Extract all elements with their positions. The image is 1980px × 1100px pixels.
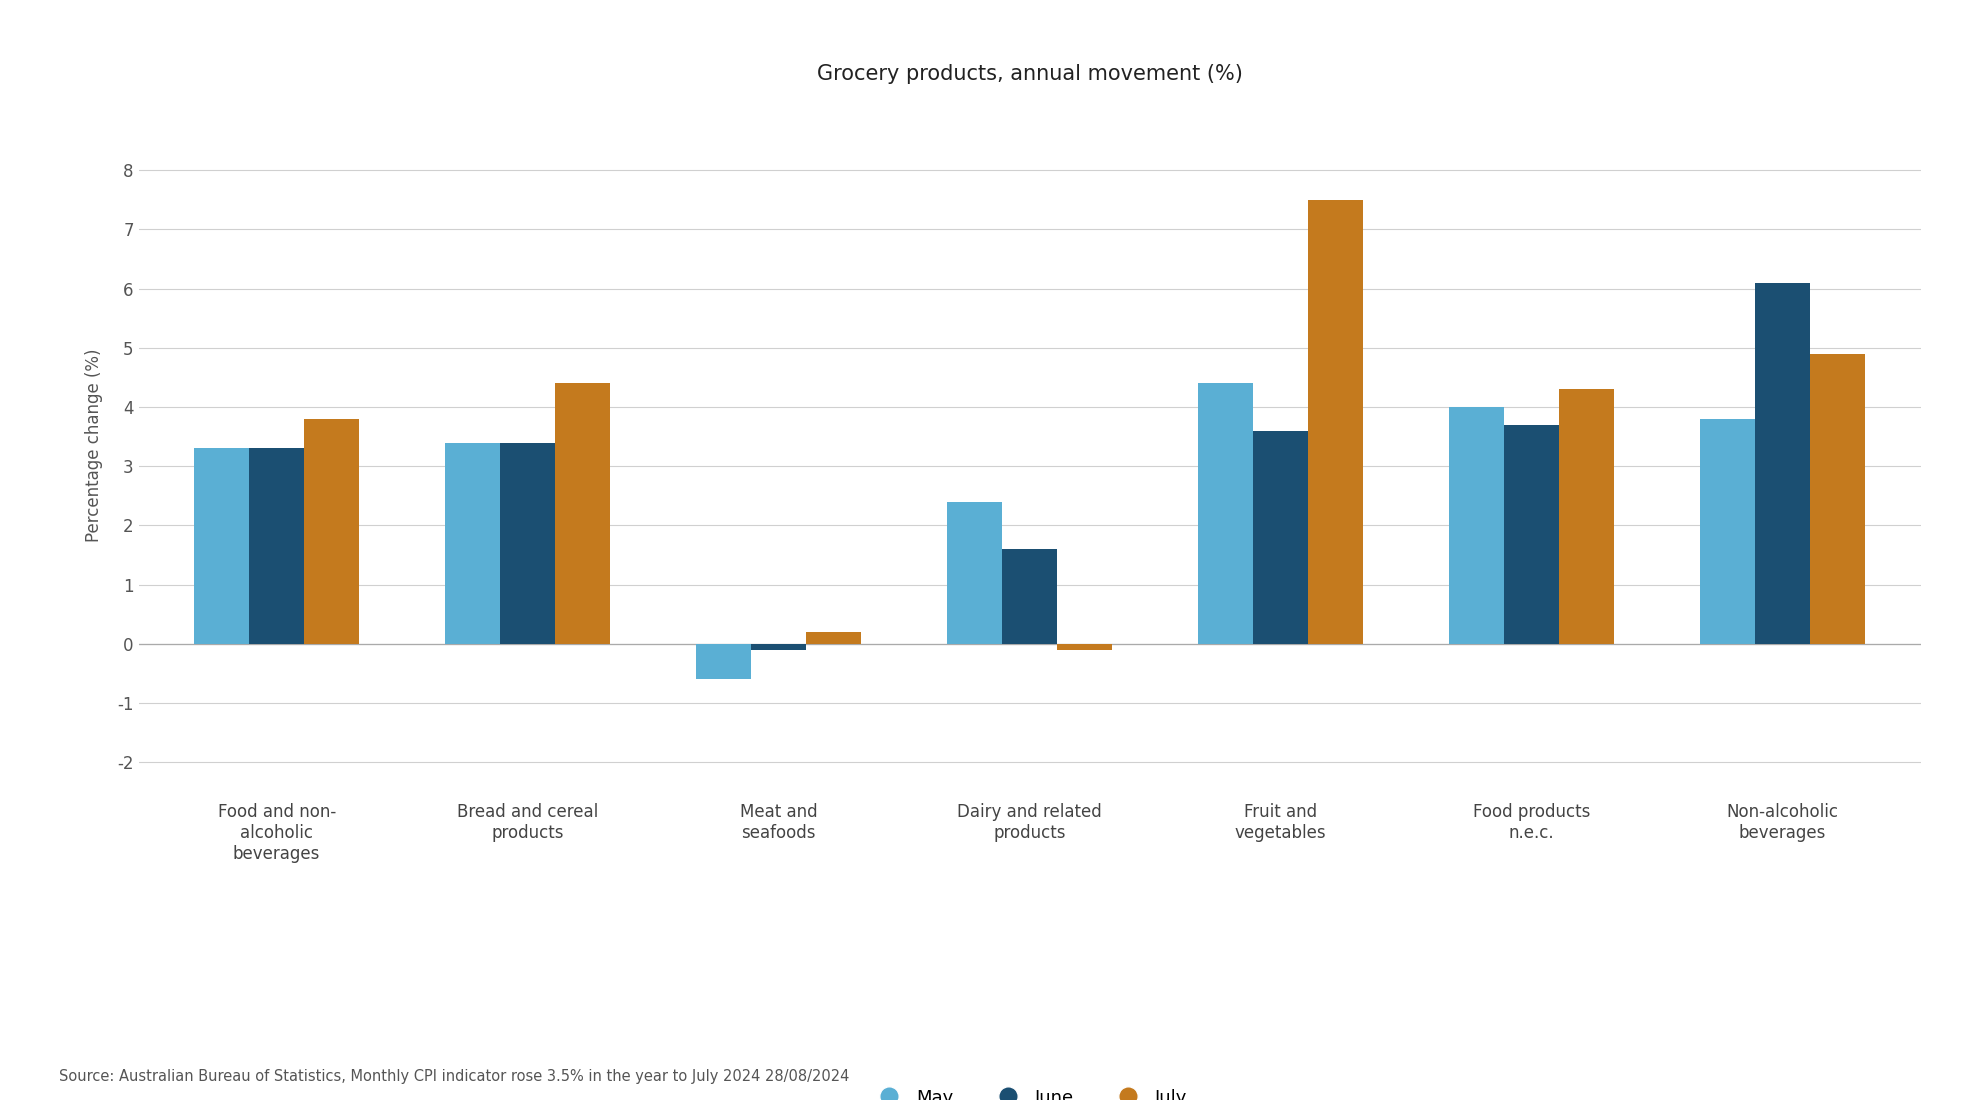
Text: Source: Australian Bureau of Statistics, Monthly CPI indicator rose 3.5% in the : Source: Australian Bureau of Statistics,… — [59, 1068, 849, 1084]
Bar — [806, 632, 861, 644]
Bar — [249, 449, 305, 644]
Bar — [1309, 200, 1364, 644]
Bar — [1810, 354, 1865, 644]
Legend: May, June, July: May, June, July — [863, 1079, 1196, 1100]
Bar — [1002, 549, 1057, 644]
Bar — [1198, 383, 1253, 644]
Bar — [750, 644, 806, 650]
Bar — [1253, 431, 1309, 644]
Bar — [1754, 283, 1810, 644]
Bar — [1057, 644, 1113, 650]
Bar — [305, 419, 360, 644]
Bar — [1558, 389, 1614, 644]
Bar — [1449, 407, 1505, 644]
Y-axis label: Percentage change (%): Percentage change (%) — [85, 349, 103, 542]
Bar — [194, 449, 249, 644]
Bar — [446, 442, 501, 644]
Bar — [501, 442, 554, 644]
Title: Grocery products, annual movement (%): Grocery products, annual movement (%) — [816, 64, 1243, 84]
Bar — [1699, 419, 1754, 644]
Bar — [946, 502, 1002, 644]
Bar — [554, 383, 610, 644]
Bar — [1505, 425, 1558, 644]
Bar — [695, 644, 750, 680]
